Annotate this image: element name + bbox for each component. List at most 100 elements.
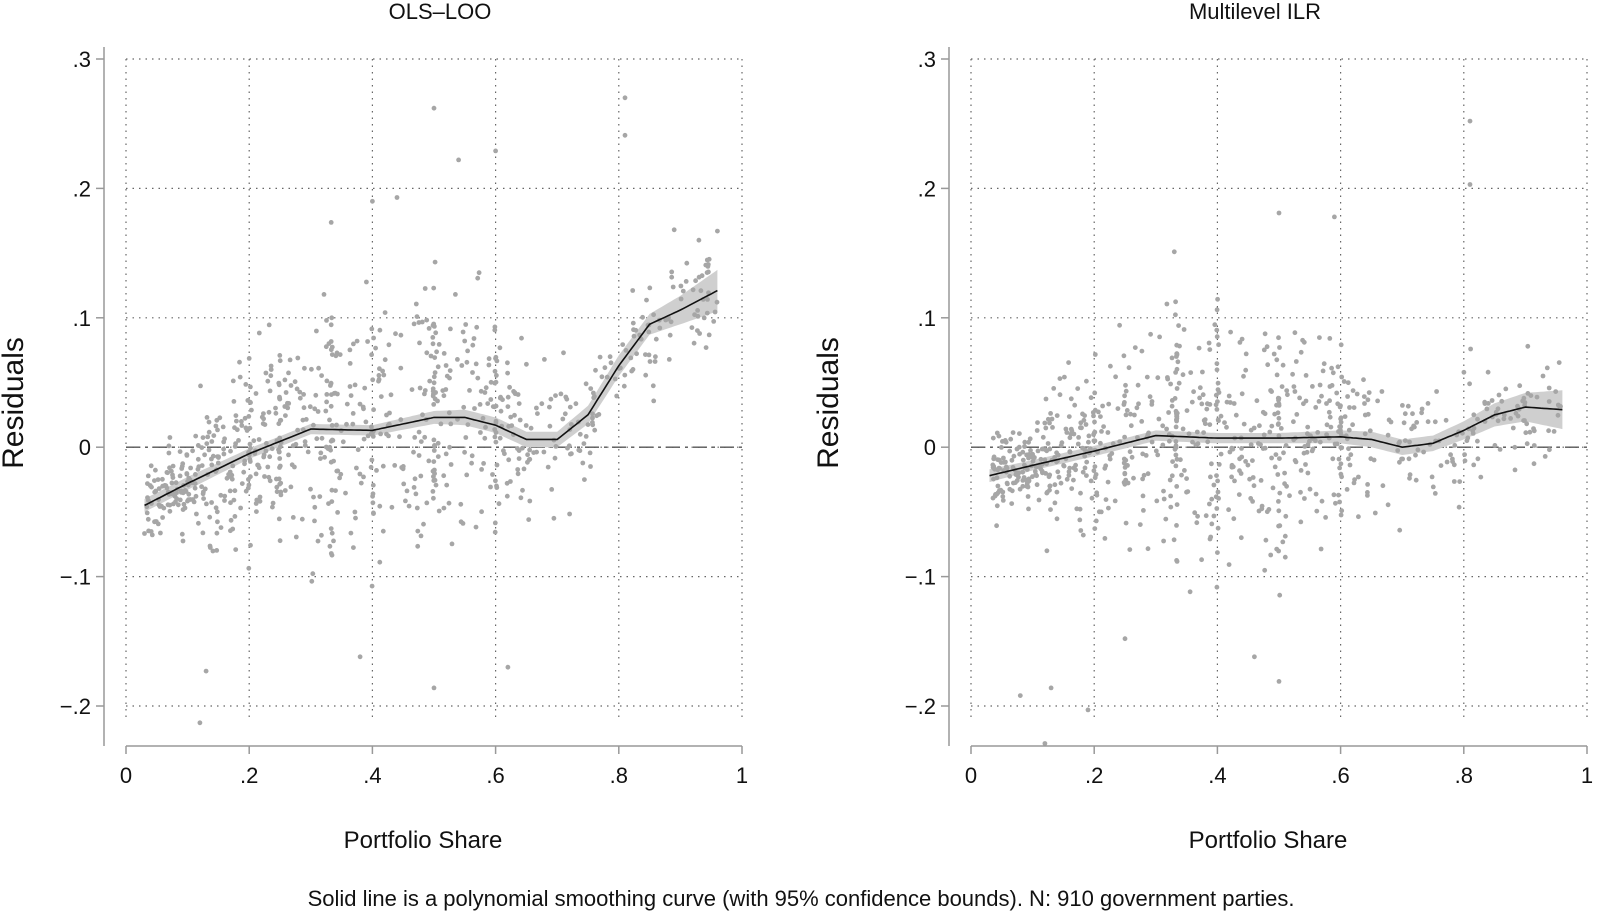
data-point [329,392,334,397]
data-point [233,413,239,418]
data-point [221,446,227,452]
data-point [1339,374,1345,380]
data-point [1531,461,1537,467]
data-point [1226,507,1231,513]
data-point [193,433,199,439]
data-point [527,498,533,504]
data-point [201,496,207,501]
data-point [690,287,696,293]
data-point [317,494,323,499]
data-point [152,489,158,495]
data-point [1282,481,1287,487]
data-point [234,418,239,424]
data-point [462,449,467,455]
data-point [1362,401,1367,406]
data-point [712,309,718,315]
data-point [418,439,424,444]
data-point [243,488,249,494]
data-point [1122,434,1127,440]
data-point [704,310,710,316]
data-point [1173,439,1179,444]
data-point-outlier [456,157,461,163]
data-point [142,531,147,536]
data-point [689,325,695,330]
data-point [1044,489,1050,495]
data-point [1264,344,1270,350]
data-point [1467,381,1472,387]
data-point [608,360,614,366]
data-point [1434,389,1439,394]
data-point [1485,401,1491,406]
data-point [1055,469,1061,475]
data-point [1106,505,1111,511]
data-point [381,372,387,378]
data-point [1054,450,1059,456]
data-point [1277,456,1282,461]
data-point [492,529,498,535]
data-point [1153,448,1159,454]
data-point [431,380,437,386]
data-point [1348,452,1354,458]
data-point [691,340,697,346]
data-point [998,460,1004,465]
data-point [1365,397,1371,403]
data-point [188,465,194,471]
data-point [1207,501,1212,507]
data-point [1078,420,1084,426]
data-point [1202,417,1208,422]
data-point [569,422,574,427]
y-axis-label: Residuals [0,337,30,469]
data-point [462,338,468,344]
data-point [551,515,557,521]
data-point [220,424,226,430]
data-point [276,447,281,453]
data-point [1478,474,1484,480]
data-point [1061,463,1067,469]
data-point [1099,429,1104,434]
data-point [334,468,340,474]
data-point [1269,455,1274,461]
data-point [274,484,280,490]
data-point [1251,483,1257,489]
data-point [1471,425,1477,431]
data-point [1173,452,1179,458]
data-point [1254,398,1260,404]
data-point [493,418,499,424]
data-point [1385,432,1391,438]
data-point [1341,379,1347,384]
data-point [1134,405,1140,411]
data-point [1314,508,1320,514]
data-point [199,484,205,490]
data-point [329,315,335,321]
data-point [1301,339,1307,345]
data-point [319,373,324,378]
data-point [1218,413,1224,419]
data-point [1038,456,1044,462]
data-point [1471,412,1477,418]
data-point [1379,389,1385,394]
data-point [1443,417,1449,423]
data-point [524,361,529,367]
data-point [1338,461,1344,467]
data-point [1397,527,1403,533]
data-point [145,495,150,500]
data-point [181,501,187,507]
data-point [357,471,363,477]
data-point [1269,423,1275,429]
data-point [1103,497,1109,502]
data-point [177,473,183,479]
data-point [369,583,375,589]
y-axis-label: Residuals [812,337,845,469]
data-point [1251,425,1257,431]
data-point [1470,431,1476,436]
data-point [1292,330,1298,336]
data-point [1107,453,1113,459]
data-point [328,220,334,225]
data-point [180,461,186,467]
data-point [274,489,280,495]
data-point [1350,388,1356,393]
data-point [228,500,233,506]
data-point [352,509,358,515]
data-point [1161,488,1166,494]
data-point [276,476,282,482]
